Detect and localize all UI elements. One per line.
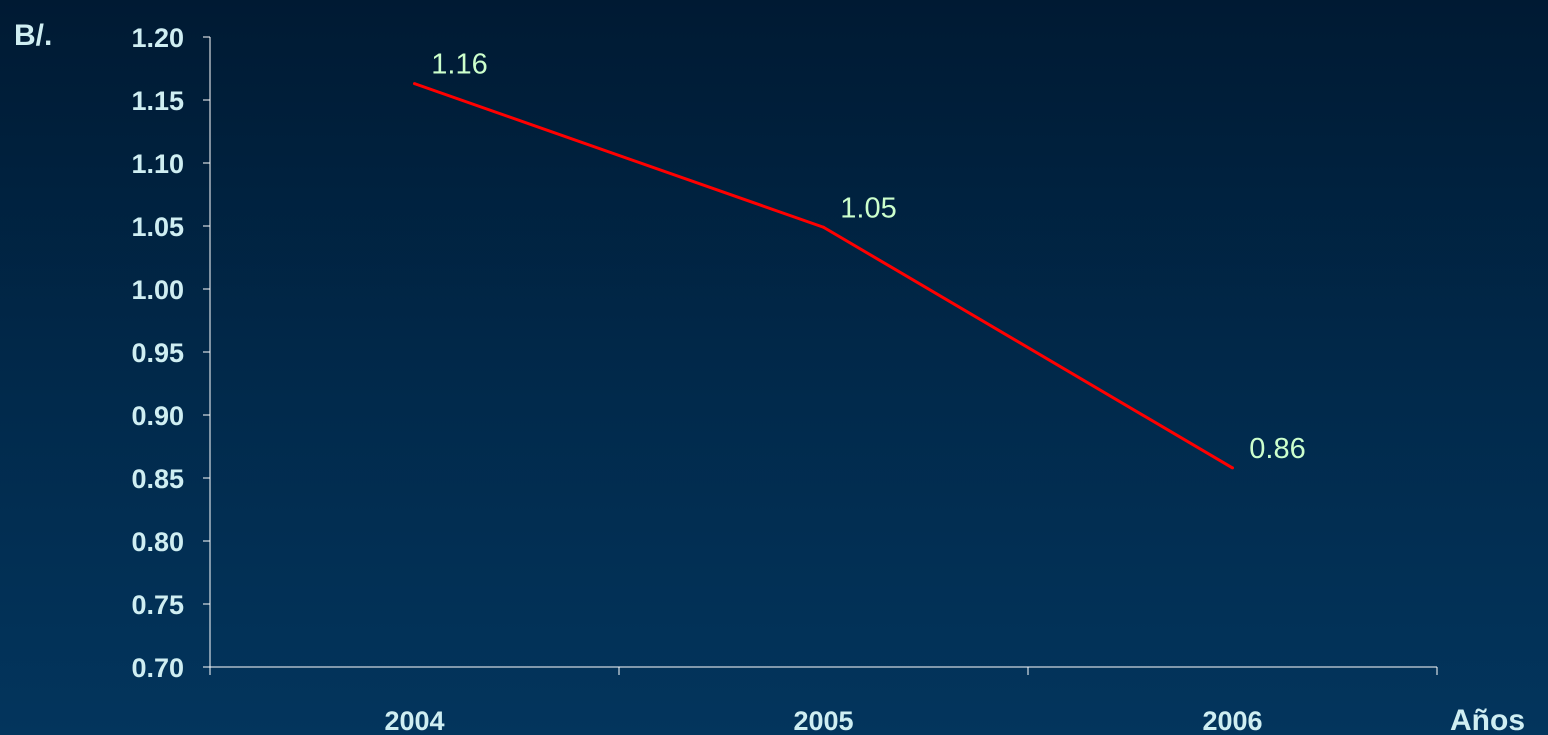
y-tick-label: 0.75: [131, 590, 184, 620]
y-tick-label: 1.10: [131, 149, 184, 179]
x-axis-title: Años: [1450, 704, 1525, 735]
y-tick-label: 0.80: [131, 527, 184, 557]
y-axis-title: B/.: [14, 19, 52, 52]
data-point: [1231, 466, 1234, 470]
x-axis-ticks: 2004 2005 2006: [209, 667, 1438, 735]
data-label: 1.05: [840, 192, 896, 224]
y-tick-label: 1.00: [131, 275, 184, 305]
y-tick-label: 0.90: [131, 401, 184, 431]
y-tick-label: 0.85: [131, 464, 184, 494]
y-tick-label: 1.15: [131, 86, 184, 116]
x-tick-label: 2005: [793, 706, 853, 735]
data-point: [413, 82, 416, 86]
x-tick-label: 2006: [1202, 706, 1262, 735]
data-label: 1.16: [431, 49, 487, 81]
y-tick-label: 1.20: [131, 23, 184, 53]
y-tick-label: 1.05: [131, 212, 184, 242]
x-tick-label: 2004: [384, 706, 444, 735]
data-point: [822, 225, 825, 229]
y-tick-label: 0.70: [131, 653, 184, 683]
y-axis-ticks: 0.70 0.75 0.80 0.85 0.90 0.95 1.00 1.05 1.10 1.15…: [131, 23, 210, 683]
axes: [209, 37, 1437, 668]
series-line: [414, 82, 1234, 470]
series-group: [413, 82, 1234, 470]
data-label: 0.86: [1249, 433, 1305, 465]
data-labels: 1.16 1.05 0.86: [431, 49, 1305, 465]
y-tick-label: 0.95: [131, 338, 184, 368]
